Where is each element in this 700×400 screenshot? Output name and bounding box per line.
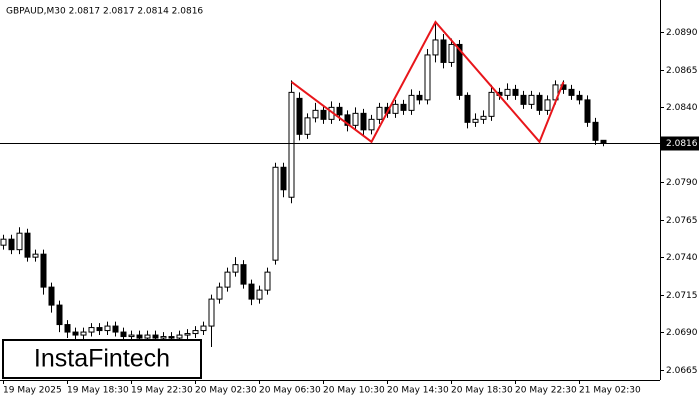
candle-body: [96, 327, 103, 332]
candle-body: [432, 39, 439, 56]
candle-body: [248, 283, 255, 300]
candle-body: [8, 238, 15, 251]
candle-body: [464, 94, 471, 123]
candle-body: [456, 43, 463, 96]
candle-body: [488, 91, 495, 117]
candle-body: [448, 43, 455, 63]
pattern-line: [290, 20, 565, 144]
candle-body: [256, 289, 263, 300]
candle-body: [232, 264, 239, 273]
y-tick-label: 2.0790: [666, 178, 698, 188]
candle-body: [568, 88, 575, 96]
y-tick-label: 2.0665: [666, 366, 698, 376]
candle-body: [216, 286, 223, 300]
y-tick-label: 2.0690: [666, 328, 698, 338]
candle-body: [200, 325, 207, 332]
x-tick-label: 20 May 22:30: [515, 386, 577, 396]
y-tick-label: 2.0890: [666, 28, 698, 38]
candle-body: [376, 106, 383, 120]
x-tick-label: 19 May 18:30: [67, 386, 129, 396]
candle-body: [544, 99, 551, 111]
candle-body: [512, 88, 519, 96]
candle-body: [112, 325, 119, 333]
candle-body: [144, 334, 151, 339]
candle-body: [424, 54, 431, 101]
candle-body: [88, 327, 95, 333]
candle-body: [72, 331, 79, 336]
candle-body: [352, 112, 359, 126]
candle-body: [304, 117, 311, 135]
y-tick-label: 2.0740: [666, 253, 698, 263]
candle-body: [336, 106, 343, 116]
x-tick-label: 20 May 14:30: [387, 386, 449, 396]
candle-body: [176, 334, 183, 339]
candle-body: [24, 232, 31, 258]
candle-body: [136, 334, 143, 339]
y-tick-label: 2.0715: [666, 291, 698, 301]
candle-body: [600, 139, 607, 144]
candle-body: [400, 103, 407, 111]
candle-body: [32, 253, 39, 258]
candle-body: [472, 118, 479, 123]
candle-body: [160, 336, 167, 339]
candle-body: [208, 298, 215, 327]
x-tick-label: 20 May 10:30: [323, 386, 385, 396]
candle-body: [360, 112, 367, 131]
candle-body: [40, 253, 47, 288]
candle-body: [56, 304, 63, 326]
y-tick-label: 2.0865: [666, 66, 698, 76]
candle-body: [152, 334, 159, 339]
candle-body: [168, 336, 175, 339]
candle-body: [272, 166, 279, 261]
chart-title: GBPAUD,M30 2.0817 2.0817 2.0814 2.0816: [6, 7, 203, 17]
candle-body: [128, 334, 135, 338]
x-tick-label: 21 May 02:30: [579, 386, 641, 396]
candle-body: [392, 103, 399, 114]
candle-body: [80, 331, 87, 336]
candle-body: [344, 114, 351, 126]
logo-box: [2, 339, 202, 379]
candle-body: [440, 39, 447, 63]
candle-body: [184, 333, 191, 336]
candle-body: [416, 94, 423, 101]
candle-body: [240, 264, 247, 285]
candle-body: [408, 94, 415, 111]
candle-body: [288, 91, 295, 198]
candle-body: [280, 166, 287, 191]
x-tick-label: 20 May 06:30: [259, 386, 321, 396]
candle-body: [480, 115, 487, 120]
candle-body: [120, 331, 127, 338]
x-tick-label: 20 May 02:30: [195, 386, 257, 396]
candle-body: [592, 121, 599, 141]
candle-body: [192, 330, 199, 335]
logo-text: InstaFintech: [34, 345, 170, 373]
y-tick-label: 2.0765: [666, 216, 698, 226]
candle-body: [312, 109, 319, 119]
current-price-label: 2.0816: [666, 139, 698, 149]
candle-body: [520, 94, 527, 105]
candle-body: [576, 94, 583, 101]
candle-body: [528, 94, 535, 105]
candle-body: [264, 271, 271, 291]
candle-body: [16, 232, 23, 251]
candle-body: [296, 97, 303, 135]
y-tick-label: 2.0840: [666, 103, 698, 113]
candle-body: [504, 88, 511, 96]
candle-body: [320, 109, 327, 120]
candle-body: [104, 325, 111, 332]
candle-body: [64, 324, 71, 333]
x-tick-label: 19 May 2025: [3, 386, 62, 396]
candle-body: [368, 118, 375, 131]
x-tick-label: 19 May 22:30: [131, 386, 193, 396]
candle-body: [0, 238, 7, 246]
candle-body: [584, 99, 591, 123]
current-price-box: [661, 136, 699, 151]
candle-body: [536, 94, 543, 111]
x-tick-label: 20 May 18:30: [451, 386, 513, 396]
candle-body: [48, 286, 55, 306]
candle-body: [224, 271, 231, 288]
